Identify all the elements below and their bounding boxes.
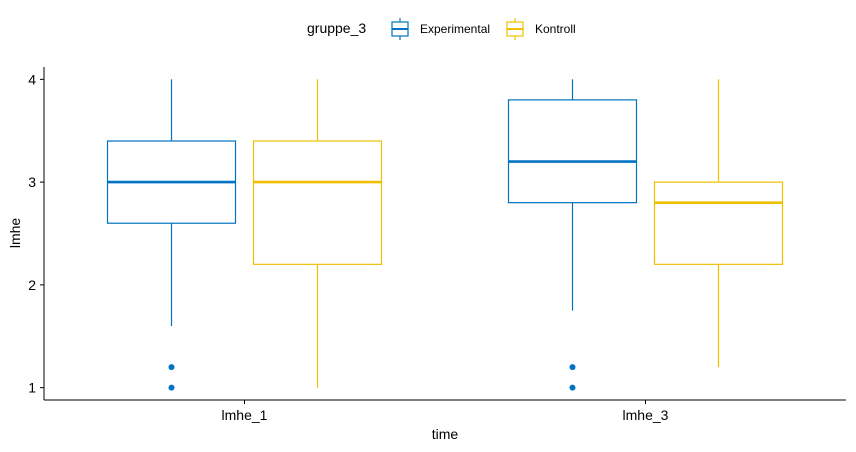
legend-item-experimental: Experimental [391, 18, 490, 40]
outlier-point [168, 384, 175, 391]
outlier-point [168, 364, 175, 371]
y-tick-label: 3 [28, 174, 36, 190]
x-axis-title: time [432, 426, 459, 442]
y-tick-label: 4 [28, 71, 36, 87]
y-tick-label: 1 [28, 380, 36, 396]
outlier-point [569, 384, 576, 391]
legend-key-icon [506, 18, 524, 40]
y-tick-label: 2 [28, 277, 36, 293]
outlier-point [569, 364, 576, 371]
plot-area [106, 79, 784, 391]
box-rect [507, 99, 638, 204]
box-experimental-lmhe_3 [507, 79, 638, 391]
legend: gruppe_3 Experimental Kontroll [307, 18, 576, 40]
x-tick-label: lmhe_3 [623, 407, 669, 423]
legend-item-kontroll: Kontroll [506, 18, 576, 40]
legend-key-icon [391, 18, 409, 40]
box-rect [653, 181, 784, 265]
box-rect [252, 140, 383, 265]
box-kontroll-lmhe_1 [252, 79, 383, 388]
box-experimental-lmhe_1 [106, 79, 237, 391]
y-axis-title: lmhe [7, 218, 23, 249]
x-tick-label: lmhe_1 [222, 407, 268, 423]
legend-title: gruppe_3 [307, 20, 366, 36]
legend-label: Experimental [420, 22, 490, 36]
box-kontroll-lmhe_3 [653, 79, 784, 368]
legend-label: Kontroll [535, 22, 576, 36]
